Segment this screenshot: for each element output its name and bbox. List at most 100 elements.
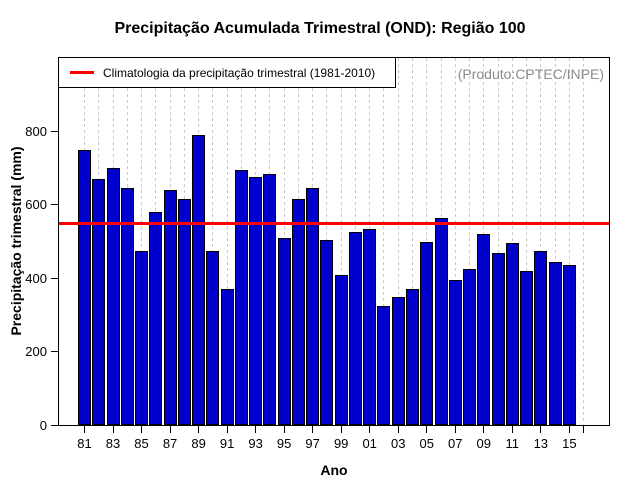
gridline [212,58,214,425]
x-axis-tick-label: 87 [162,436,178,451]
gridline [226,58,228,425]
bar-2010 [491,252,505,425]
y-axis-tick [51,424,58,426]
x-axis-tick [169,426,171,433]
x-axis-tick [112,426,114,433]
x-axis-tick-label: 01 [362,436,377,451]
bar-2003 [391,296,405,425]
x-axis-tick [454,426,456,433]
bar-1995 [277,237,291,425]
x-axis-tick-label: 89 [191,436,206,451]
x-axis-tick [426,426,428,433]
y-axis-tick-label: 400 [25,270,47,286]
x-axis-tick-label: 81 [77,436,92,451]
bar-1985 [135,250,149,425]
x-axis-tick-label: 11 [505,436,520,451]
x-axis-tick-label: 99 [333,436,349,451]
x-axis-tick [397,426,399,433]
x-axis-tick [84,426,85,433]
bar-1987 [163,190,177,425]
x-axis-tick [369,426,371,433]
bar-2004 [405,289,419,425]
x-axis-tick [283,426,285,433]
y-axis-title: Precipitação trimestral (mm) [8,146,24,336]
bar-2000 [348,232,362,425]
x-axis-tick-label: 13 [533,436,549,451]
bar-2007 [448,280,462,425]
bar-2001 [363,228,377,425]
bar-1984 [120,188,134,425]
bar-1998 [320,239,334,425]
y-axis-tick-label: 0 [39,417,47,433]
legend-label: Climatologia da precipitação trimestral … [103,65,376,80]
bar-1982 [92,179,106,425]
legend-line-sample [70,71,94,74]
x-axis-tick [511,426,513,433]
y-axis-tick [51,130,58,132]
gridline [383,58,385,425]
bar-2013 [534,250,548,425]
x-axis-tick-label: 09 [476,436,491,451]
climatology-line [59,221,609,225]
y-axis-tick-label: 800 [25,123,47,139]
bar-1993 [249,177,263,425]
gridline [411,58,413,425]
bar-1996 [291,199,305,425]
bar-1990 [206,250,220,425]
x-axis-tick-label: 07 [448,436,463,451]
x-axis-tick [198,426,200,433]
bar-2009 [477,234,491,425]
bar-2015 [562,265,576,425]
bar-1989 [192,135,206,425]
bar-2012 [520,270,534,425]
bar-1981 [78,149,91,425]
watermark-text: (Produto:CPTEC/INPE) [457,66,604,82]
bar-1986 [149,212,163,425]
x-axis-tick-label: 83 [105,436,121,451]
x-axis-tick [141,426,143,433]
x-axis-tick-label: 85 [134,436,149,451]
chart-title: Precipitação Acumulada Trimestral (OND):… [114,20,526,37]
x-axis-tick-label: 97 [305,436,320,451]
plot-area: Climatologia da precipitação trimestral … [58,57,610,426]
bar-1991 [220,289,234,425]
gridline [397,58,399,425]
bar-2014 [548,261,562,425]
bar-2006 [434,217,448,425]
x-axis-tick-label: 93 [248,436,263,451]
y-axis-tick-label: 200 [25,344,47,360]
x-axis-tick [540,426,542,433]
x-axis-tick-label: 91 [219,436,235,451]
x-axis-tick [312,426,314,433]
gridline [497,58,499,425]
gridline [340,58,342,425]
y-axis-tick [51,277,58,279]
bar-2008 [463,269,477,425]
x-axis-tick [226,426,228,433]
x-axis-tick-label: 95 [276,436,292,451]
gridline [568,58,570,425]
x-axis-tick [483,426,485,433]
y-axis-tick [51,351,58,353]
x-axis-tick [340,426,342,433]
gridline [469,58,471,425]
y-axis-tick-label: 600 [25,197,47,213]
gridline [526,58,528,425]
x-axis-tick [568,426,570,433]
gridline [583,58,585,425]
gridline [540,58,542,425]
bar-2005 [420,241,434,425]
gridline [454,58,456,425]
bar-1988 [177,199,191,425]
x-axis-tick [255,426,257,433]
legend: Climatologia da precipitação trimestral … [58,57,396,88]
y-axis-tick [51,204,58,206]
x-axis-tick-label: 15 [562,436,577,451]
x-axis-tick [583,426,585,433]
bar-1997 [306,188,320,425]
bar-1994 [263,173,277,425]
x-axis-tick-label: 03 [390,436,406,451]
bar-2002 [377,305,391,425]
bar-1999 [334,274,348,425]
gridline [511,58,513,425]
